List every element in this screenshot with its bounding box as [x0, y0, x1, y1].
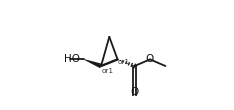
Text: or1: or1 [118, 59, 130, 65]
Text: HO: HO [64, 54, 80, 64]
Polygon shape [84, 59, 102, 68]
Text: or1: or1 [102, 68, 114, 74]
Text: O: O [146, 54, 154, 64]
Text: O: O [131, 87, 139, 97]
